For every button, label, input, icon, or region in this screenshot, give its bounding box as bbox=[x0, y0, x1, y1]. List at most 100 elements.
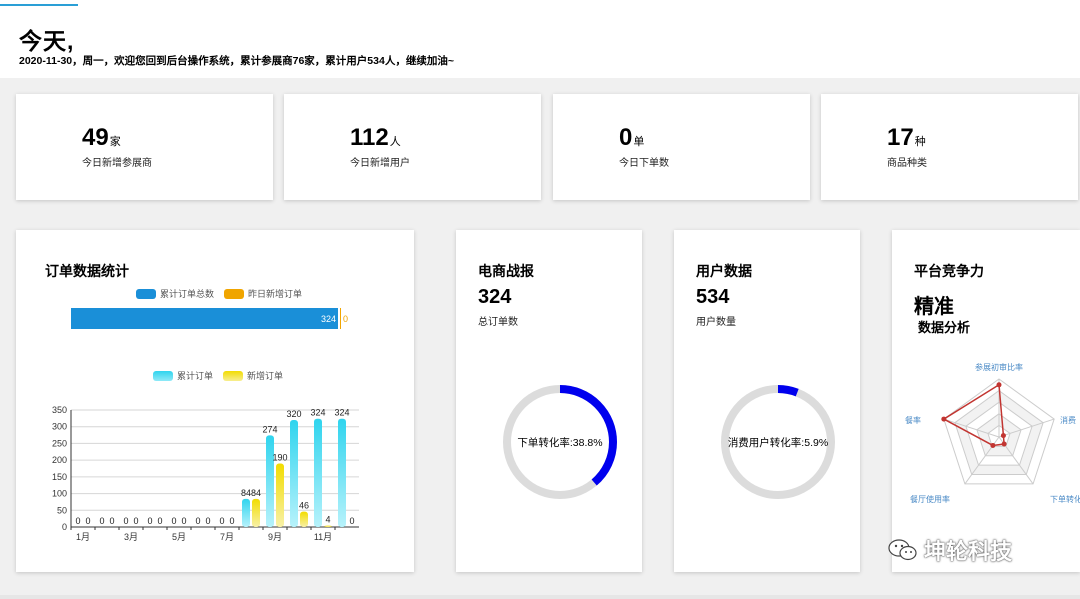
y-tick-label: 50 bbox=[57, 505, 67, 515]
stat-card-exhibitors[interactable]: 49家 今日新增参展商 bbox=[16, 94, 273, 200]
user-count-label: 用户数量 bbox=[696, 317, 736, 328]
stat-unit: 单 bbox=[633, 136, 645, 148]
bar-new bbox=[252, 498, 260, 527]
platform-competitiveness-card: 平台竞争力 精准 数据分析 参展初审比率消费下单转化率 餐厅使用率 餐率 bbox=[892, 230, 1080, 572]
welcome-header: 今天, 2020-11-30，周一，欢迎您回到后台操作系统，累计参展商76家，累… bbox=[0, 6, 1080, 78]
stat-value: 17 bbox=[887, 124, 914, 151]
radar-chart: 参展初审比率消费下单转化率 餐厅使用率 餐率 bbox=[905, 362, 1080, 504]
x-tick-label: 1月 bbox=[76, 532, 90, 542]
radar-point bbox=[1000, 433, 1006, 439]
bar-data-label: 0 bbox=[349, 516, 354, 526]
stat-unit: 种 bbox=[914, 136, 926, 148]
greeting-subtitle: 2020-11-30，周一，欢迎您回到后台操作系统，累计参展商76家，累计用户5… bbox=[19, 55, 454, 67]
platform-headline: 精准 bbox=[914, 296, 954, 318]
watermark-text: 坤轮科技 bbox=[924, 539, 1013, 564]
bar-data-label: 0 bbox=[219, 516, 224, 526]
ring-label: 消费用户转化率:5.9% bbox=[728, 436, 828, 449]
radar-axis-label: 消费 bbox=[1060, 415, 1076, 425]
y-tick-label: 300 bbox=[52, 422, 67, 432]
radar-axis-label: 参展初审比率 bbox=[975, 362, 1023, 372]
brand-watermark: 坤轮科技 bbox=[888, 534, 1012, 566]
platform-title: 平台竞争力 bbox=[914, 263, 984, 279]
y-tick-label: 150 bbox=[52, 472, 67, 482]
x-tick-label: 5月 bbox=[172, 532, 186, 542]
x-tick-label: 11月 bbox=[314, 532, 332, 542]
stat-label: 今日新增参展商 bbox=[82, 158, 152, 169]
stat-label: 商品种类 bbox=[887, 158, 927, 169]
radar-point bbox=[941, 416, 947, 422]
bar-new bbox=[276, 463, 284, 527]
legend-swatch bbox=[223, 370, 244, 381]
x-tick-label: 9月 bbox=[268, 532, 282, 542]
bar-data-label: 0 bbox=[195, 516, 200, 526]
ring-progress bbox=[503, 385, 617, 499]
legend-label: 新增订单 bbox=[247, 371, 284, 381]
total-orders-label: 总订单数 bbox=[478, 317, 518, 328]
bar-data-label: 84 bbox=[251, 488, 261, 498]
radar-axis-label: 下单转化率 bbox=[1050, 494, 1080, 504]
bar-data-label: 0 bbox=[99, 516, 104, 526]
stat-label: 今日下单数 bbox=[619, 158, 669, 169]
legend-swatch bbox=[136, 288, 156, 299]
bar-data-label: 4 bbox=[325, 515, 330, 525]
radar-axis bbox=[943, 418, 1000, 438]
bar-cumulative bbox=[290, 420, 298, 527]
bar-new bbox=[300, 511, 308, 527]
radar-point bbox=[990, 442, 996, 448]
total-orders-value: 324 bbox=[478, 286, 512, 308]
wechat-icon bbox=[888, 538, 918, 562]
bar-data-label: 0 bbox=[123, 516, 128, 526]
consumer-conversion-ring: 消费用户转化率:5.9% bbox=[721, 385, 835, 499]
conversion-ring: 下单转化率:38.8% bbox=[503, 385, 617, 499]
bar-data-label: 324 bbox=[334, 408, 349, 418]
bar-data-label: 0 bbox=[85, 516, 90, 526]
stat-card-orders[interactable]: 0单 今日下单数 bbox=[553, 94, 810, 200]
hbar-legend[interactable]: 累计订单总数 昨日新增订单 bbox=[136, 287, 302, 300]
horizontal-bar-chart: 324 0 bbox=[71, 308, 348, 329]
bar-data-label: 0 bbox=[171, 516, 176, 526]
stat-unit: 家 bbox=[109, 136, 121, 148]
stat-label: 今日新增用户 bbox=[350, 158, 410, 169]
ring-progress bbox=[721, 385, 835, 499]
stat-value: 49 bbox=[82, 124, 109, 151]
bar-cumulative bbox=[242, 498, 250, 527]
hbar-data-label: 0 bbox=[343, 314, 348, 324]
bar-data-label: 0 bbox=[109, 516, 114, 526]
radar-point bbox=[1001, 441, 1007, 447]
y-tick-label: 350 bbox=[52, 405, 67, 415]
legend-label: 累计订单 bbox=[177, 371, 214, 381]
user-count-value: 534 bbox=[696, 286, 730, 308]
y-tick-label: 100 bbox=[52, 489, 67, 499]
stat-card-users[interactable]: 112人 今日新增用户 bbox=[284, 94, 541, 200]
bar-data-label: 46 bbox=[299, 501, 309, 511]
hbar-total-orders bbox=[71, 308, 338, 329]
y-tick-label: 200 bbox=[52, 455, 67, 465]
bar-data-label: 0 bbox=[205, 516, 210, 526]
stat-value: 0 bbox=[619, 124, 633, 151]
radar-axis bbox=[998, 418, 1055, 438]
stat-card-products[interactable]: 17种 商品种类 bbox=[821, 94, 1078, 200]
greeting-title: 今天, bbox=[19, 28, 75, 54]
bar-cumulative bbox=[314, 418, 322, 527]
ecommerce-title: 电商战报 bbox=[478, 263, 534, 279]
ecommerce-report-card: 电商战报 324 总订单数 下单转化率:38.8% bbox=[456, 230, 642, 572]
bar-data-label: 0 bbox=[229, 516, 234, 526]
bar-data-label: 84 bbox=[241, 488, 251, 498]
legend-label: 昨日新增订单 bbox=[248, 289, 303, 299]
bottom-bar bbox=[0, 595, 1080, 599]
bar-cumulative bbox=[338, 418, 346, 527]
bar-data-label: 0 bbox=[147, 516, 152, 526]
radar-axis-label: 餐率 bbox=[905, 415, 921, 425]
bar-data-label: 0 bbox=[157, 516, 162, 526]
user-data-card: 用户数据 534 用户数量 消费用户转化率:5.9% bbox=[674, 230, 860, 572]
ring-label: 下单转化率:38.8% bbox=[517, 436, 602, 449]
platform-subheadline: 数据分析 bbox=[918, 320, 971, 335]
legend-label: 累计订单总数 bbox=[160, 289, 215, 299]
column-legend[interactable]: 累计订单 新增订单 bbox=[153, 369, 283, 382]
active-tab-indicator bbox=[0, 4, 78, 6]
bar-new bbox=[324, 525, 332, 527]
bar-data-label: 320 bbox=[286, 409, 301, 419]
legend-swatch bbox=[153, 370, 173, 381]
order-card-title: 订单数据统计 bbox=[45, 263, 129, 279]
